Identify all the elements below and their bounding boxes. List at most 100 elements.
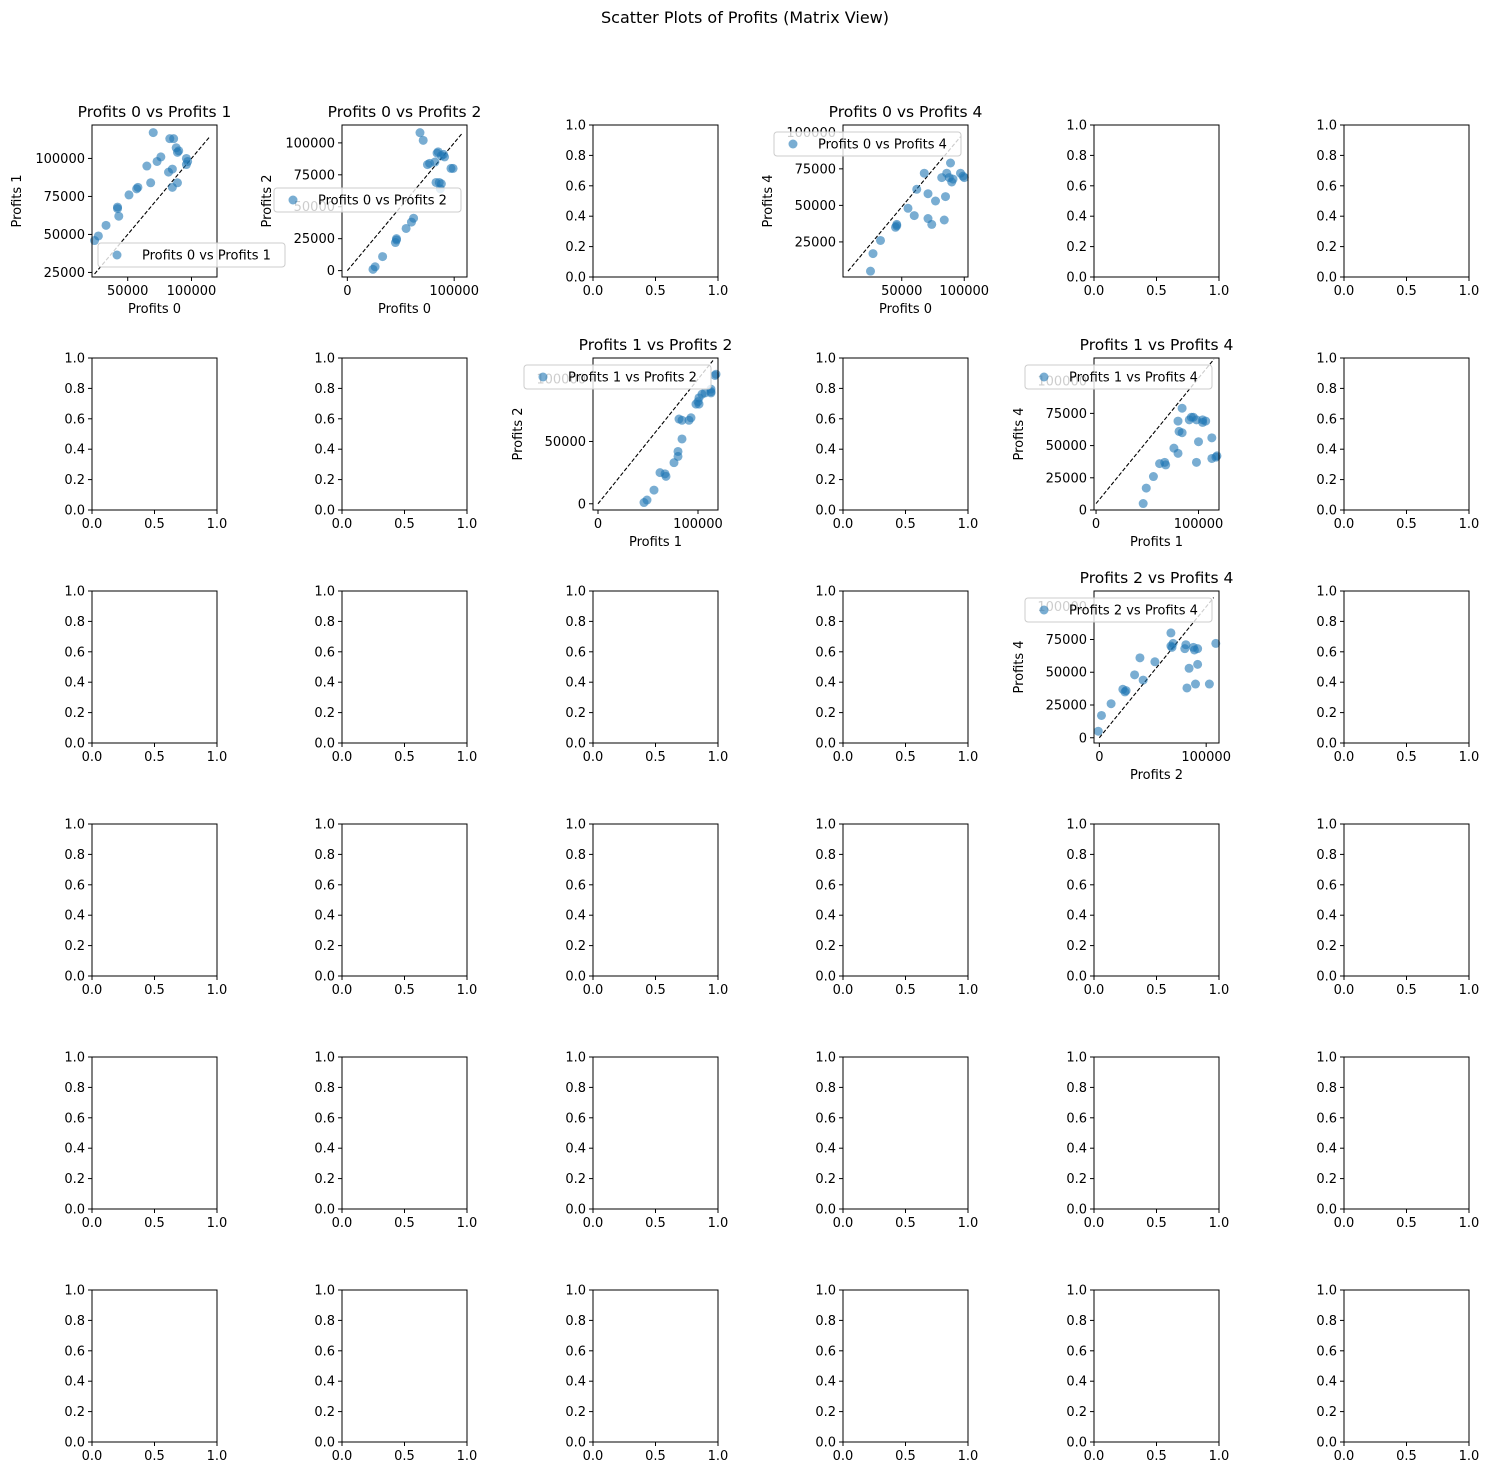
y-tick-label: 0.4 — [64, 1375, 85, 1390]
scatter-point — [1150, 657, 1160, 667]
x-tick-label: 0.0 — [1334, 983, 1355, 998]
y-tick-label: 1.0 — [815, 818, 836, 833]
y-tick-label: 1.0 — [1066, 818, 1087, 833]
y-tick-label: 0.8 — [314, 1314, 335, 1329]
y-tick-label: 0.8 — [565, 848, 586, 863]
x-tick-label: 0.5 — [1146, 983, 1167, 998]
diagonal-line — [1095, 358, 1215, 504]
y-tick-label: 25000 — [294, 232, 335, 247]
x-axis-label: Profits 0 — [378, 302, 431, 317]
x-tick-label: 1.0 — [1209, 284, 1230, 299]
legend-box — [523, 364, 712, 390]
y-tick-label: 0.4 — [1316, 1142, 1337, 1157]
axes-frame — [842, 1289, 969, 1443]
x-tick-label: 0.0 — [1084, 1449, 1105, 1464]
x-tick-label: 100000 — [1174, 517, 1224, 532]
scatter-point — [1106, 699, 1116, 709]
subplot-r3-c3: 0.0 0.2 0.4 0.6 0.8 1.0 0.0 0.5 1.0 — [815, 818, 978, 999]
y-tick-label: 0.2 — [565, 1172, 586, 1187]
y-tick-label: 0.4 — [64, 676, 85, 691]
x-tick-label: 0.0 — [1334, 1216, 1355, 1231]
x-tick-label: 0.0 — [1334, 284, 1355, 299]
axes-frame — [592, 1056, 719, 1210]
axes-frame — [842, 823, 969, 977]
x-tick-label: 1.0 — [207, 983, 228, 998]
x-tick-label: 1.0 — [457, 1216, 478, 1231]
y-tick-label: 0.2 — [565, 706, 586, 721]
y-tick-label: 25000 — [1046, 699, 1087, 714]
y-tick-label: 0.8 — [64, 382, 85, 397]
legend-label: Profits 0 vs Profits 4 — [818, 138, 947, 153]
x-tick-label: 0.0 — [583, 750, 604, 765]
y-axis-label: Profits 4 — [1012, 640, 1027, 693]
scatter-point — [1193, 659, 1203, 669]
subplot-r5-c1: 0.0 0.2 0.4 0.6 0.8 1.0 0.0 0.5 1.0 — [314, 1284, 477, 1465]
y-tick-label: 75000 — [294, 168, 335, 183]
y-tick-label: 0.0 — [64, 1203, 85, 1218]
y-tick-label: 0.0 — [64, 737, 85, 752]
y-tick-label: 0.8 — [565, 1081, 586, 1096]
axes-frame — [1093, 590, 1220, 744]
y-tick-label: 0.6 — [565, 179, 586, 194]
y-tick-label: 0.6 — [64, 1111, 85, 1126]
x-tick-label: 1.0 — [1209, 1449, 1230, 1464]
y-tick-label: 0.6 — [815, 1344, 836, 1359]
x-tick-label: 0 — [594, 517, 602, 532]
x-tick-label: 100000 — [167, 284, 217, 299]
subplot-r5-c0: 0.0 0.2 0.4 0.6 0.8 1.0 0.0 0.5 1.0 — [64, 1284, 227, 1465]
y-tick-label: 0.2 — [815, 706, 836, 721]
y-tick-label: 1.0 — [815, 1284, 836, 1299]
y-tick-label: 0.0 — [314, 1203, 335, 1218]
y-tick-label: 0.2 — [1316, 939, 1337, 954]
y-tick-label: 0.0 — [565, 737, 586, 752]
scatter-point — [1173, 448, 1183, 458]
scatter-point — [939, 215, 949, 225]
y-tick-label: 0.4 — [314, 443, 335, 458]
scatter-point — [673, 446, 683, 456]
y-tick-label: 0.4 — [314, 676, 335, 691]
scatter-point — [686, 413, 696, 423]
scatter-point — [113, 202, 123, 212]
legend-label: Profits 1 vs Profits 2 — [568, 371, 697, 386]
scatter-point — [927, 219, 937, 229]
x-tick-label: 0.5 — [394, 983, 415, 998]
scatter-point — [101, 220, 111, 230]
scatter-point — [148, 128, 158, 138]
axes-frame — [341, 357, 468, 511]
y-tick-label: 0.2 — [1316, 1405, 1337, 1420]
axes-frame — [592, 823, 719, 977]
scatter-point — [892, 219, 902, 229]
scatter-point — [661, 471, 671, 481]
scatter-point — [1191, 457, 1201, 467]
y-tick-label: 0.4 — [565, 210, 586, 225]
y-tick-label: 1.0 — [565, 818, 586, 833]
y-tick-label: 0.6 — [314, 1111, 335, 1126]
y-tick-label: 0.2 — [64, 473, 85, 488]
subplot-r4-c0: 0.0 0.2 0.4 0.6 0.8 1.0 0.0 0.5 1.0 — [64, 1051, 227, 1232]
axes-frame — [91, 823, 218, 977]
x-tick-label: 0.0 — [332, 517, 353, 532]
y-tick-label: 0.6 — [314, 1344, 335, 1359]
axes-frame — [1343, 823, 1470, 977]
y-tick-label: 1.0 — [815, 585, 836, 600]
scatter-point — [1166, 628, 1176, 638]
y-tick-label: 0.6 — [1316, 1344, 1337, 1359]
axes-frame — [1343, 357, 1470, 511]
y-tick-label: 0.4 — [1316, 909, 1337, 924]
x-tick-label: 0.0 — [583, 284, 604, 299]
y-tick-label: 0.0 — [1316, 1436, 1337, 1451]
x-tick-label: 0.0 — [82, 983, 103, 998]
subplot-r3-c2: 0.0 0.2 0.4 0.6 0.8 1.0 0.0 0.5 1.0 — [565, 818, 728, 999]
y-tick-label: 1.0 — [64, 585, 85, 600]
subplot-r0-c3: 25000500007500010000050000100000Profits … — [761, 103, 989, 317]
y-tick-label: 1.0 — [64, 1051, 85, 1066]
x-tick-label: 1.0 — [207, 517, 228, 532]
scatter-point — [1181, 640, 1191, 650]
y-tick-label: 25000 — [44, 266, 85, 281]
y-tick-label: 0.4 — [1066, 909, 1087, 924]
y-tick-label: 0.2 — [314, 473, 335, 488]
scatter-point — [1138, 675, 1148, 685]
y-tick-label: 0.2 — [1066, 240, 1087, 255]
x-tick-label: 1.0 — [958, 517, 979, 532]
y-tick-label: 1.0 — [1316, 585, 1337, 600]
